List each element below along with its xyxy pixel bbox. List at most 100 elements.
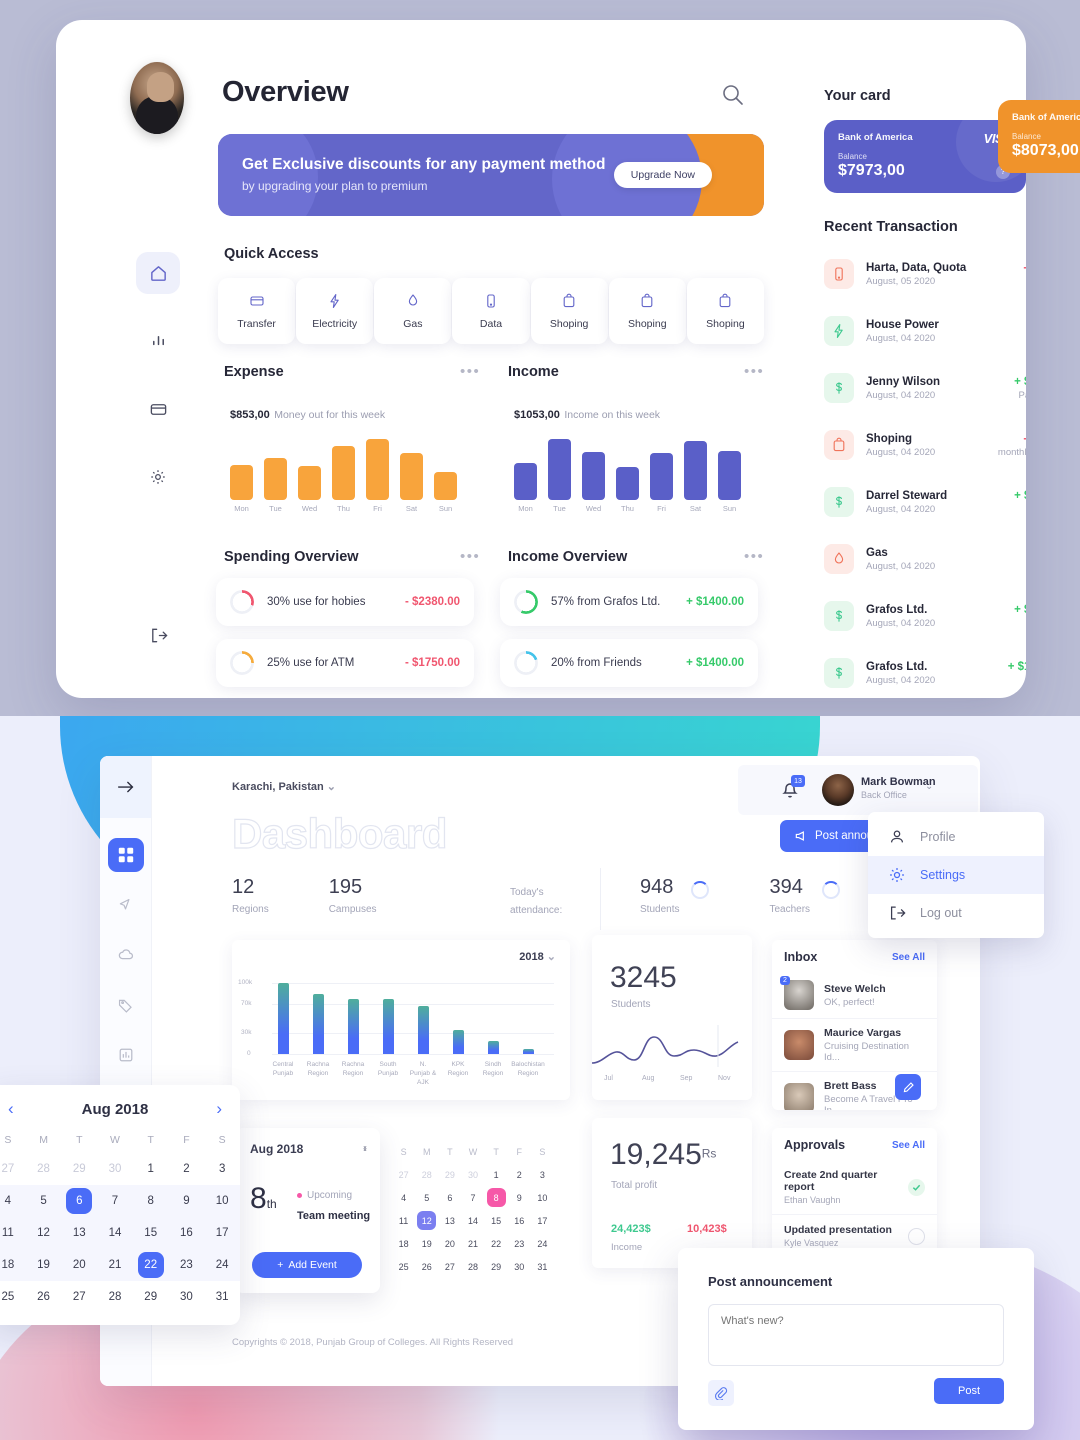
avatar[interactable] [130, 62, 184, 134]
table-row[interactable]: Grafos Ltd. August, 04 2020 + $1400 Bonu… [824, 594, 1026, 638]
calendar-day[interactable]: 16 [180, 1227, 193, 1239]
calendar-day[interactable]: 7 [111, 1195, 119, 1207]
calendar-day[interactable]: 1 [147, 1163, 154, 1175]
table-row[interactable]: Harta, Data, Quota August, 05 2020 - $58… [824, 252, 1026, 296]
calendar-day[interactable]: 21 [467, 1238, 478, 1249]
calendar-day[interactable]: 30 [514, 1261, 525, 1272]
calendar-day[interactable]: 30 [180, 1291, 193, 1303]
calendar-day[interactable]: 29 [491, 1261, 502, 1272]
calendar-day[interactable]: 20 [72, 1259, 86, 1271]
overview-row[interactable]: 20% from Friends + $1400.00 [500, 639, 758, 687]
compose-message-button[interactable] [895, 1074, 921, 1100]
bank-card-primary[interactable]: Bank of America Balance $7973,00 VISA ? [824, 120, 1026, 193]
income-overview-menu-button[interactable]: ••• [744, 548, 765, 565]
calendar-day[interactable]: 11 [1, 1227, 14, 1239]
list-item[interactable]: Create 2nd quarter report Ethan Vaughn [772, 1160, 937, 1215]
menu-item-settings[interactable]: Settings [868, 856, 1044, 894]
pending-circle-icon[interactable] [908, 1227, 925, 1245]
approvals-see-all-link[interactable]: See All [892, 1139, 925, 1151]
calendar-day[interactable]: 16 [514, 1215, 525, 1226]
sidebar-item-cloud[interactable] [108, 938, 144, 972]
table-row[interactable]: Shoping August, 04 2020 - $120 monthly s… [824, 423, 1026, 467]
calendar-day[interactable]: 8 [147, 1195, 154, 1207]
list-item[interactable]: Brett Bass Become A Travel Pro In... [772, 1072, 937, 1110]
calendar-day[interactable]: 12 [37, 1227, 50, 1239]
income-menu-button[interactable]: ••• [744, 363, 765, 380]
calendar-day[interactable]: 31 [537, 1261, 548, 1272]
upgrade-now-button[interactable]: Upgrade Now [613, 162, 712, 188]
calendar-day[interactable]: 9 [516, 1192, 522, 1203]
sidebar-item-tag[interactable] [108, 988, 144, 1022]
table-row[interactable]: Gas August, 04 2020 - $80 Gas [824, 537, 1026, 581]
calendar-day[interactable]: 6 [61, 1185, 97, 1217]
event-next-button[interactable]: › [363, 1141, 367, 1155]
quick-access-item[interactable]: Shoping [686, 278, 764, 344]
overview-row[interactable]: 57% from Grafos Ltd. + $1400.00 [500, 578, 758, 626]
menu-item-logout[interactable]: Log out [868, 894, 1044, 932]
calendar-day[interactable]: 23 [514, 1238, 525, 1249]
calendar-day[interactable]: 17 [215, 1227, 229, 1239]
attach-file-button[interactable] [708, 1380, 734, 1406]
calendar-day[interactable]: 10 [215, 1195, 229, 1207]
calendar-day[interactable]: 17 [537, 1215, 548, 1226]
calendar-day[interactable]: 3 [218, 1163, 226, 1175]
calendar-day[interactable]: 2 [516, 1169, 522, 1180]
calendar-day[interactable]: 30 [108, 1163, 122, 1175]
calendar-day[interactable]: 20 [444, 1238, 455, 1249]
calendar-day[interactable]: 22 [491, 1238, 502, 1249]
quick-access-item[interactable]: Gas [374, 278, 452, 344]
calendar-day[interactable]: 14 [108, 1227, 122, 1239]
calendar-day[interactable]: 4 [401, 1192, 407, 1203]
expense-menu-button[interactable]: ••• [460, 363, 481, 380]
calendar-day[interactable]: 19 [421, 1238, 432, 1249]
search-icon[interactable] [720, 82, 746, 108]
sidebar-item-cursor[interactable] [108, 888, 144, 922]
quick-access-item[interactable]: Shoping [530, 278, 608, 344]
spending-overview-menu-button[interactable]: ••• [460, 548, 481, 565]
calendar-day[interactable]: 29 [444, 1169, 455, 1180]
inbox-see-all-link[interactable]: See All [892, 951, 925, 963]
table-row[interactable]: Jenny Wilson August, 04 2020 + $5230 Pay… [824, 366, 1026, 410]
quick-access-item[interactable]: Data [452, 278, 530, 344]
calendar-day[interactable]: 26 [37, 1291, 50, 1303]
sidebar-item-home[interactable] [136, 252, 180, 294]
table-row[interactable]: Darrel Steward August, 04 2020 + $1230 D… [824, 480, 1026, 524]
calendar-day[interactable]: 28 [37, 1163, 50, 1175]
calendar-day[interactable]: 13 [444, 1215, 455, 1226]
list-item[interactable]: 2 Steve Welch OK, perfect! [772, 972, 937, 1019]
user-avatar[interactable] [822, 774, 854, 806]
bank-card-secondary[interactable]: Bank of America Balance $8073,00 [998, 100, 1080, 173]
year-selector[interactable]: 2018 ⌄ [519, 950, 556, 963]
menu-item-profile[interactable]: Profile [868, 818, 1044, 856]
calendar-day[interactable]: 7 [470, 1192, 476, 1203]
sidebar-collapse-button[interactable] [100, 756, 151, 818]
sidebar-item-cards[interactable] [136, 388, 180, 430]
notification-bell-icon[interactable]: 13 [780, 775, 805, 800]
calendar-day[interactable]: 5 [40, 1195, 47, 1207]
calendar-day[interactable]: 10 [537, 1192, 548, 1203]
calendar-day[interactable]: 15 [491, 1215, 502, 1226]
calendar-day[interactable]: 18 [398, 1238, 409, 1249]
calendar-day[interactable]: 26 [421, 1261, 432, 1272]
calendar-day[interactable]: 28 [108, 1291, 122, 1303]
sidebar-item-reports[interactable] [108, 1038, 144, 1072]
location-selector[interactable]: Karachi, Pakistan ⌄ [232, 780, 336, 793]
calendar-day[interactable]: 2 [183, 1163, 190, 1175]
calendar-day[interactable]: 9 [183, 1195, 190, 1207]
calendar-day[interactable]: 25 [398, 1261, 409, 1272]
calendar-day[interactable]: 22 [133, 1249, 169, 1281]
quick-access-item[interactable]: Electricity [296, 278, 374, 344]
sidebar-item-logout[interactable] [136, 614, 180, 656]
calendar-day[interactable]: 25 [1, 1291, 15, 1303]
sidebar-item-settings[interactable] [136, 456, 180, 498]
calendar-day[interactable]: 4 [4, 1195, 12, 1207]
calendar-day[interactable]: 19 [37, 1259, 50, 1271]
quick-access-item[interactable]: Shoping [608, 278, 686, 344]
calendar-day[interactable]: 27 [72, 1291, 86, 1303]
list-item[interactable]: Maurice Vargas Cruising Destination Id..… [772, 1019, 937, 1072]
calendar-day[interactable]: 15 [144, 1227, 158, 1239]
calendar-day[interactable]: 11 [398, 1215, 409, 1226]
overview-row[interactable]: 25% use for ATM - $1750.00 [216, 639, 474, 687]
announcement-input[interactable] [708, 1304, 1004, 1366]
calendar-day[interactable]: 28 [421, 1169, 432, 1180]
